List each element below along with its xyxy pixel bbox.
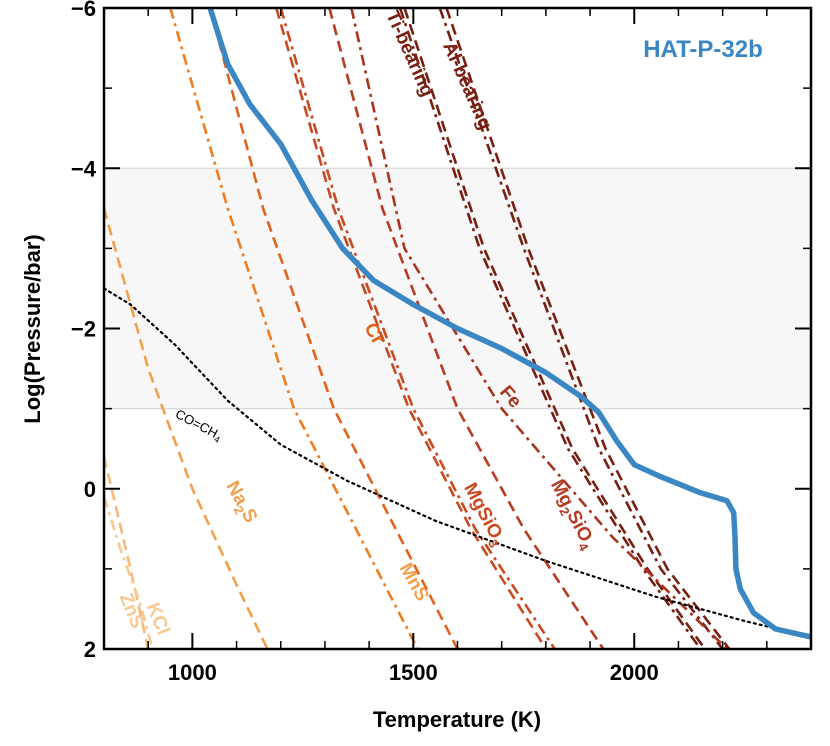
x-axis-label: Temperature (K) — [373, 707, 541, 732]
curve-label: MnS — [395, 560, 433, 605]
condensation-curve-mgsio3-dashed — [275, 8, 548, 649]
shaded-band-layer — [104, 167, 811, 410]
curve-label: KCl — [142, 600, 174, 638]
condensation-curves-layer — [104, 8, 731, 649]
condensation-curve-mns-dashdot — [169, 8, 419, 649]
condensation-curve-fe-dashdot — [350, 8, 728, 649]
curve-label: Mg2SiO4 — [543, 476, 600, 554]
chart-title: HAT-P-32b — [643, 36, 763, 63]
co-ch4-label: CO=CH4 — [172, 406, 225, 445]
x-tick-label: 1000 — [168, 660, 217, 685]
curve-label: Na2S — [219, 478, 261, 528]
condensation-curve-ti-bearing-dashdot — [398, 8, 702, 649]
condensation-curve-al-bearing-dashed — [445, 8, 731, 649]
condensation-curve-mgsio3-dashdot — [279, 8, 556, 649]
condensation-curve-ti-bearing-dashed — [403, 8, 706, 649]
pt-profile-line — [207, 8, 811, 640]
y-tick-label: −6 — [71, 0, 96, 21]
y-axis-label: Log(Pressure/bar) — [20, 234, 45, 424]
condensation-curve-mg2sio4-dashed — [328, 8, 605, 649]
pt-profile-layer — [207, 8, 811, 640]
curve-label: ZnS — [115, 590, 148, 631]
y-tick-label: −2 — [71, 317, 96, 342]
x-tick-label: 2000 — [610, 660, 659, 685]
condensation-curve-zns-dashed — [104, 456, 150, 649]
co-ch4-boundary-line — [104, 287, 811, 639]
y-tick-label: 0 — [84, 477, 96, 502]
ticks-layer: 1000 1500 2000 −6 −4 −2 0 2 — [71, 0, 811, 685]
y-tick-label: 2 — [84, 637, 96, 662]
shaded-pressure-band — [104, 168, 811, 409]
curve-label: Ti-bearing — [381, 8, 437, 100]
x-tick-label: 1500 — [389, 660, 438, 685]
curve-label: Al-bearing — [438, 39, 495, 133]
condensation-curve-kcl-dashdot — [104, 496, 154, 649]
condensation-curve-al-bearing-dashdot — [438, 8, 724, 649]
condensation-curve-na2s-dashed — [104, 207, 269, 649]
y-tick-label: −4 — [71, 156, 97, 181]
condensation-curve-cr-dashed — [208, 8, 459, 649]
co-ch4-boundary-layer — [104, 287, 811, 639]
